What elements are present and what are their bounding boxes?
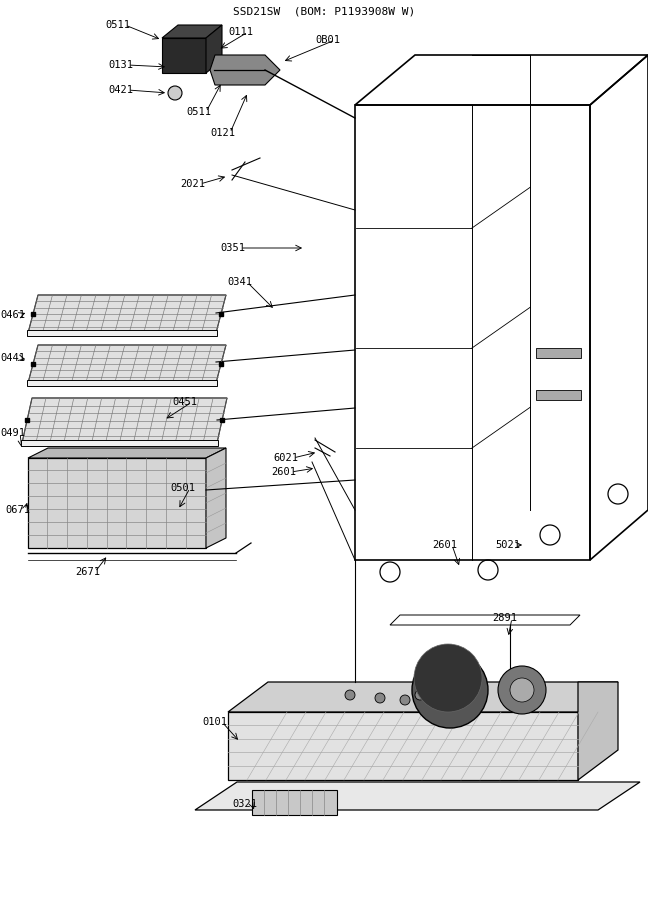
Text: 0441: 0441 xyxy=(0,353,25,363)
Bar xyxy=(536,348,581,358)
Text: 0511: 0511 xyxy=(105,20,130,30)
Polygon shape xyxy=(228,712,578,780)
Polygon shape xyxy=(195,782,640,810)
Text: 0351: 0351 xyxy=(220,243,245,253)
Bar xyxy=(21,440,218,446)
Text: 5021: 5021 xyxy=(495,540,520,550)
Polygon shape xyxy=(162,25,222,38)
Circle shape xyxy=(375,693,385,703)
Polygon shape xyxy=(228,682,618,712)
Text: 0451: 0451 xyxy=(172,397,197,407)
Circle shape xyxy=(498,666,546,714)
Circle shape xyxy=(414,644,482,712)
Text: 0501: 0501 xyxy=(170,483,195,493)
Text: 0121: 0121 xyxy=(210,128,235,138)
Polygon shape xyxy=(28,448,226,458)
Text: 2891: 2891 xyxy=(492,613,517,623)
Bar xyxy=(27,330,217,336)
Circle shape xyxy=(400,695,410,705)
Circle shape xyxy=(412,652,488,728)
Text: SSD21SW  (BOM: P1193908W W): SSD21SW (BOM: P1193908W W) xyxy=(233,6,415,16)
Bar xyxy=(536,390,581,400)
Polygon shape xyxy=(206,25,222,73)
Text: 0491: 0491 xyxy=(0,428,25,438)
Circle shape xyxy=(415,690,425,700)
Circle shape xyxy=(168,86,182,100)
Polygon shape xyxy=(210,55,280,85)
Polygon shape xyxy=(578,682,618,780)
Circle shape xyxy=(510,678,534,702)
Bar xyxy=(252,790,337,815)
Polygon shape xyxy=(28,295,226,333)
Text: 2601: 2601 xyxy=(432,540,457,550)
Polygon shape xyxy=(28,345,226,383)
Text: 0341: 0341 xyxy=(227,277,252,287)
Text: 2021: 2021 xyxy=(180,179,205,189)
Text: 0131: 0131 xyxy=(108,60,133,70)
Polygon shape xyxy=(22,398,227,443)
Text: 0111: 0111 xyxy=(228,27,253,37)
Text: 0101: 0101 xyxy=(202,717,227,727)
Text: 0511: 0511 xyxy=(186,107,211,117)
Text: 0B01: 0B01 xyxy=(315,35,340,45)
Text: 2601: 2601 xyxy=(271,467,296,477)
Text: 0321: 0321 xyxy=(232,799,257,809)
Text: 6021: 6021 xyxy=(273,453,298,463)
Text: 0671: 0671 xyxy=(5,505,30,515)
Text: 0461: 0461 xyxy=(0,310,25,320)
Text: 2671: 2671 xyxy=(75,567,100,577)
Bar xyxy=(28,458,206,548)
Text: 0421: 0421 xyxy=(108,85,133,95)
Polygon shape xyxy=(206,448,226,548)
Bar xyxy=(162,38,206,73)
Bar xyxy=(27,380,217,386)
Circle shape xyxy=(345,690,355,700)
